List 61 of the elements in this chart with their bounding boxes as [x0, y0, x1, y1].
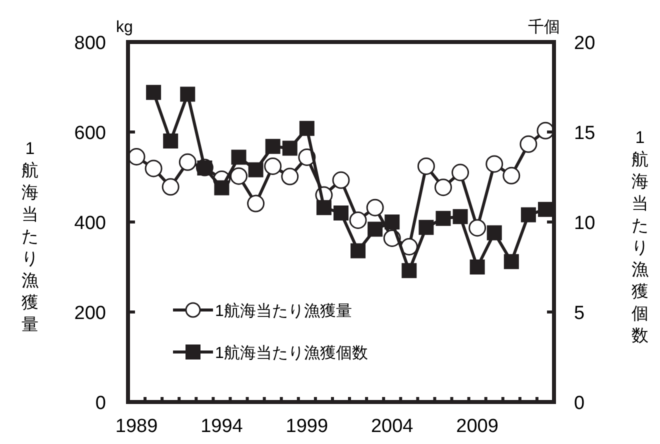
y2-tick-label: 5 [574, 303, 585, 324]
point [452, 164, 470, 182]
text: 1航海当たり漁獲個数 [632, 128, 648, 345]
point [178, 153, 196, 171]
point [162, 178, 180, 196]
point [163, 134, 178, 148]
point [384, 214, 400, 230]
point [230, 167, 248, 185]
point [402, 263, 417, 278]
x-tick-label: 2004 [370, 416, 414, 437]
point [264, 157, 282, 175]
point [486, 225, 502, 240]
y-tick-label: 0 [95, 393, 106, 414]
point [486, 155, 504, 173]
point [349, 211, 367, 229]
y2-tick-label: 10 [574, 213, 596, 234]
legend-label: 1航海当たり漁獲量 [215, 302, 352, 320]
point [468, 219, 486, 237]
y-tick-label: 600 [74, 123, 106, 144]
text: kg [116, 19, 133, 36]
y-tick-label: 800 [74, 33, 106, 54]
x-tick-label: 1994 [200, 416, 244, 437]
point [538, 202, 553, 217]
point [452, 209, 468, 224]
point [316, 200, 332, 216]
legend-label: 1航海当たり漁獲個数 [215, 344, 368, 362]
point [281, 168, 299, 186]
point [334, 206, 348, 220]
text: 1航海当たり漁獲量 [22, 139, 38, 334]
point [368, 222, 383, 237]
point [520, 207, 536, 222]
point [418, 220, 434, 235]
point [502, 166, 520, 184]
point [520, 135, 538, 153]
y2-tick-label: 20 [574, 33, 596, 54]
x-tick-label: 1999 [286, 416, 328, 437]
point [299, 120, 314, 136]
point [144, 160, 162, 178]
point [231, 150, 246, 165]
point [214, 180, 230, 196]
point [248, 162, 264, 178]
point [247, 194, 265, 212]
text: 千個 [528, 18, 560, 36]
x-tick-label: 1989 [115, 416, 158, 437]
x-tick-label: 2009 [456, 416, 498, 437]
y-tick-label: 400 [74, 213, 106, 234]
y-tick-label: 200 [74, 303, 106, 324]
point [434, 178, 452, 196]
y2-tick-label: 15 [574, 123, 596, 144]
point [350, 243, 366, 258]
point [146, 84, 162, 100]
point [470, 260, 485, 274]
point [332, 171, 350, 189]
point [417, 157, 435, 175]
y2-tick-label: 0 [574, 393, 585, 414]
point [265, 138, 280, 154]
point [366, 198, 384, 216]
point [282, 140, 298, 156]
point [180, 86, 196, 102]
point [436, 210, 451, 226]
point [504, 254, 519, 270]
